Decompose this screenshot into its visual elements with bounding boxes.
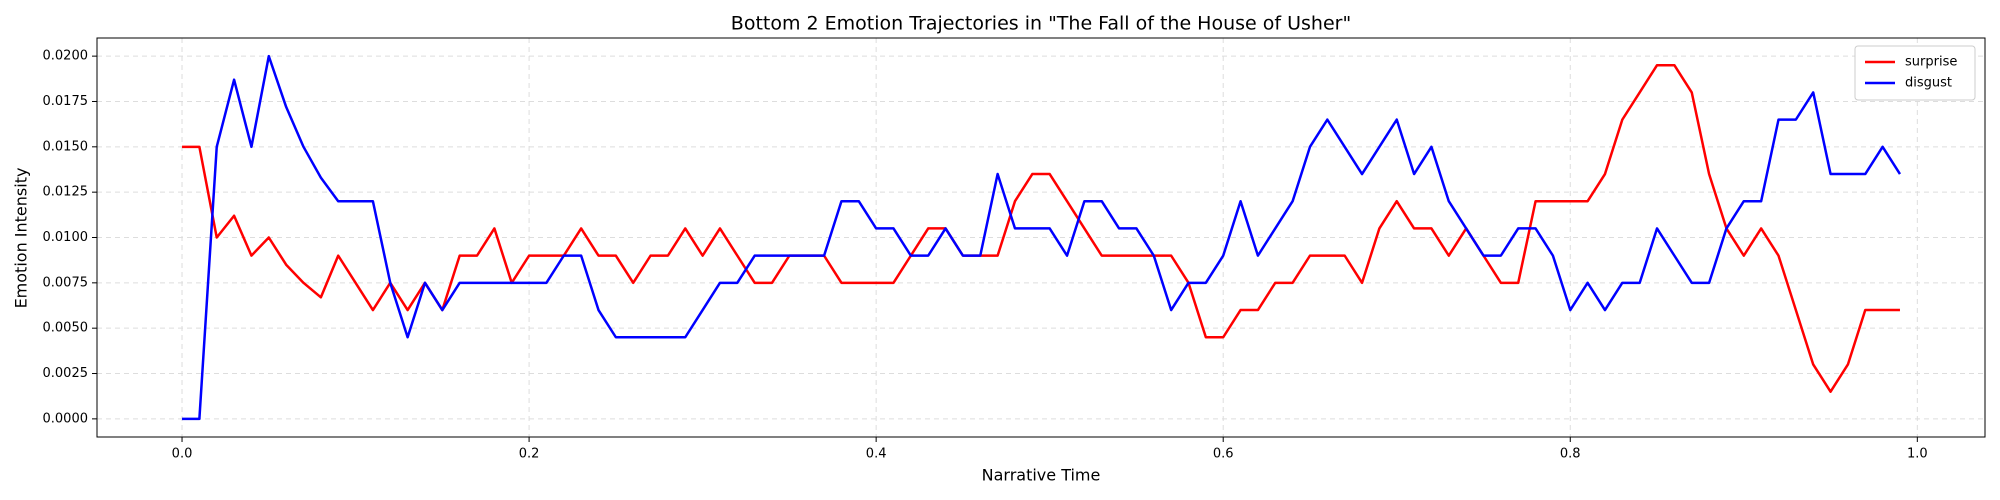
x-tick-label: 0.0 [172,447,193,462]
x-tick-label: 0.4 [866,447,887,462]
x-axis-label: Narrative Time [982,466,1101,485]
legend-label: surprise [1905,55,1957,70]
chart-title: Bottom 2 Emotion Trajectories in "The Fa… [731,13,1351,35]
x-tick-label: 0.2 [519,447,540,462]
y-tick-label: 0.0075 [43,275,89,290]
legend-box [1854,45,1976,101]
series-line [182,54,1902,421]
y-tick-label: 0.0025 [43,366,89,381]
y-tick-label: 0.0050 [43,321,89,336]
y-tick-label: 0.0125 [43,185,89,200]
legend-label: disgust [1905,76,1952,91]
y-tick-label: 0.0150 [43,139,89,154]
plot-frame [96,37,1986,438]
y-tick-label: 0.0200 [43,49,89,64]
y-tick-label: 0.0100 [43,230,89,245]
x-tick-label: 0.8 [1560,447,1581,462]
x-tick-label: 0.6 [1213,447,1234,462]
series-line [182,63,1900,393]
x-tick-label: 1.0 [1907,447,1928,462]
y-axis-label: Emotion Intensity [12,168,31,309]
y-tick-label: 0.0175 [43,94,89,109]
y-tick-label: 0.0000 [43,411,89,426]
